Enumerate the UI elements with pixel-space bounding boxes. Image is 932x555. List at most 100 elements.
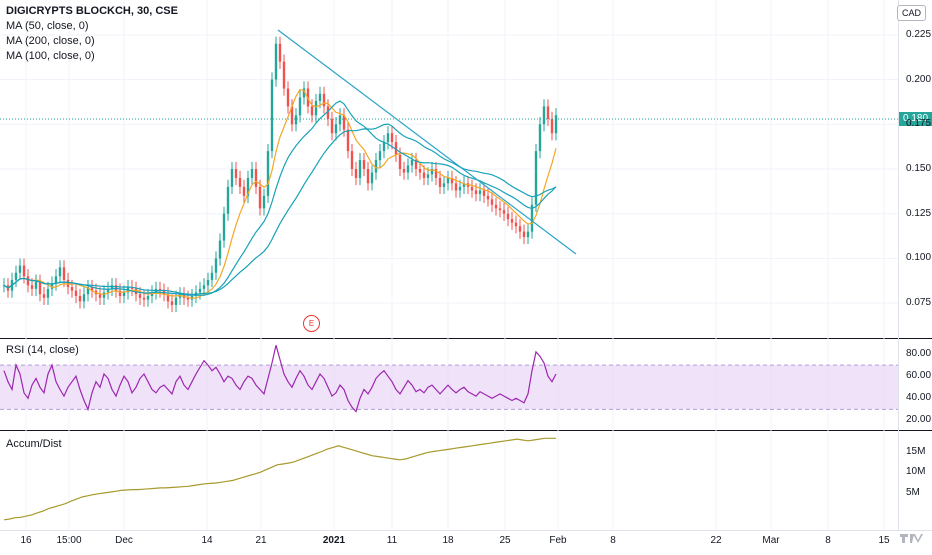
- candle-body: [74, 290, 78, 297]
- candle-body: [310, 106, 314, 116]
- x-tick-label: 8: [610, 535, 616, 546]
- candle-body: [526, 231, 530, 237]
- candle-body: [146, 296, 150, 300]
- x-tick-label: 14: [201, 535, 213, 546]
- candle-body: [490, 199, 494, 205]
- x-tick-label: 25: [499, 535, 511, 546]
- candle-body: [234, 169, 238, 178]
- candle-body: [90, 287, 94, 291]
- price-tick-label: 0.225: [906, 28, 932, 40]
- ma100-line: [3, 100, 557, 296]
- candle-body: [418, 169, 422, 173]
- candle-body: [18, 265, 22, 273]
- x-tick-label: Dec: [115, 535, 133, 546]
- ma50-legend[interactable]: MA (50, close, 0): [6, 20, 89, 32]
- rsi-label: RSI (14, close): [6, 344, 79, 356]
- rsi-tick-label: 60.00: [906, 370, 932, 382]
- candle-body: [34, 281, 38, 289]
- candle-body: [482, 190, 486, 196]
- candle-body: [70, 287, 74, 291]
- accum-tick-label: 15M: [906, 445, 926, 457]
- rsi-line: [3, 345, 557, 413]
- candle-body: [158, 288, 162, 291]
- earnings-marker[interactable]: E: [303, 315, 320, 332]
- candle-body: [430, 169, 434, 175]
- candle-body: [186, 297, 190, 300]
- x-tick-label: 15:00: [56, 535, 82, 546]
- currency-tag[interactable]: CAD: [896, 5, 926, 21]
- candle-body: [54, 276, 58, 284]
- candle-body: [226, 186, 230, 214]
- accum-tick-label: 5M: [906, 486, 920, 498]
- candle-body: [382, 142, 386, 152]
- accum-label: Accum/Dist: [6, 438, 62, 450]
- candle-body: [394, 142, 398, 155]
- candle-body: [110, 285, 114, 289]
- last-price-tag: 0.180: [899, 112, 932, 126]
- candle-body: [442, 183, 446, 187]
- x-tick-label: 22: [710, 535, 722, 546]
- candle-body: [362, 160, 366, 169]
- candle-body: [494, 204, 498, 209]
- candle-body: [354, 169, 358, 178]
- candle-body: [174, 297, 178, 305]
- candle-body: [210, 272, 214, 280]
- candle-body: [14, 272, 18, 280]
- candle-body: [138, 294, 142, 298]
- candle-body: [82, 294, 86, 302]
- x-tick-label: 15: [878, 535, 890, 546]
- price-tick-label: 0.175: [906, 118, 932, 130]
- candle-body: [338, 115, 342, 125]
- trend-line: [277, 29, 577, 255]
- candle-body: [550, 118, 554, 134]
- ma200-line: [3, 123, 557, 295]
- candle-body: [170, 301, 174, 305]
- candle-body: [150, 292, 154, 297]
- candle-body: [26, 276, 30, 286]
- candle-body: [222, 213, 226, 241]
- candle-body: [266, 151, 270, 196]
- candle-body: [290, 106, 294, 125]
- candle-body: [522, 231, 526, 237]
- candle-body: [202, 285, 206, 289]
- candle-body: [66, 279, 70, 288]
- candle-body: [502, 210, 506, 214]
- candle-body: [350, 151, 354, 169]
- candle-body: [198, 288, 202, 293]
- candle-body: [458, 186, 462, 191]
- candle-body: [58, 267, 62, 277]
- candle-body: [538, 124, 542, 152]
- chart-legend: DIGICRYPTS BLOCKCH, 30, CSE MA (50, clos…: [6, 4, 178, 64]
- candle-body: [50, 283, 54, 289]
- candle-body: [282, 61, 286, 89]
- candle-body: [554, 115, 558, 134]
- candle-body: [478, 190, 482, 195]
- candle-body: [86, 287, 90, 295]
- price-tick-label: 0.150: [906, 163, 932, 174]
- candle-body: [166, 294, 170, 302]
- candle-body: [498, 208, 502, 211]
- candle-body: [46, 288, 50, 298]
- candle-body: [422, 172, 426, 178]
- x-tick-label: 11: [386, 535, 398, 546]
- rsi-legend[interactable]: RSI (14, close): [6, 343, 79, 358]
- rsi-tick-label: 80.00: [906, 348, 932, 360]
- x-tick-label: Feb: [549, 535, 567, 546]
- candle-body: [446, 177, 450, 184]
- candle-body: [434, 169, 438, 178]
- candle-body: [326, 106, 330, 119]
- accum-legend[interactable]: Accum/Dist: [6, 437, 62, 452]
- ma200-legend[interactable]: MA (200, close, 0): [6, 35, 95, 47]
- candle-body: [406, 165, 410, 173]
- candle-body: [510, 219, 514, 223]
- price-tick-label: 0.075: [906, 297, 932, 309]
- candle-body: [374, 160, 378, 173]
- ma100-legend[interactable]: MA (100, close, 0): [6, 50, 95, 62]
- rsi-tick-label: 20.00: [906, 414, 932, 426]
- tradingview-logo-icon[interactable]: [899, 531, 923, 548]
- candle-body: [322, 93, 326, 107]
- candle-body: [250, 169, 254, 178]
